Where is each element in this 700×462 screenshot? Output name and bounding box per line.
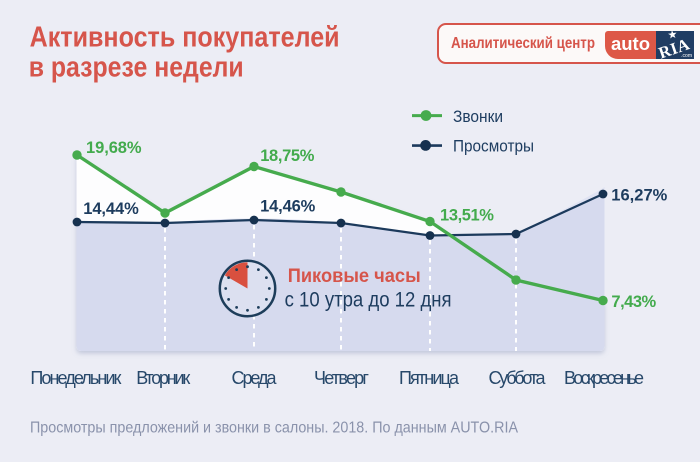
svg-text:Активность покупателей: Активность покупателей xyxy=(30,22,340,54)
svg-text:7,43%: 7,43% xyxy=(611,293,656,311)
svg-text:16,27%: 16,27% xyxy=(611,187,667,205)
svg-text:18,75%: 18,75% xyxy=(260,147,315,165)
svg-text:Понедельник: Понедельник xyxy=(30,368,121,388)
svg-text:Среда: Среда xyxy=(232,368,278,388)
svg-text:Воскресенье: Воскресенье xyxy=(564,368,644,388)
svg-text:.com: .com xyxy=(681,53,692,59)
svg-text:14,46%: 14,46% xyxy=(260,198,316,216)
svg-text:Вторник: Вторник xyxy=(136,368,190,388)
svg-text:Просмотры предложений и звонки: Просмотры предложений и звонки в салоны.… xyxy=(30,420,518,437)
svg-text:Звонки: Звонки xyxy=(453,107,503,126)
svg-text:Пятница: Пятница xyxy=(399,368,460,388)
svg-text:Суббота: Суббота xyxy=(489,368,547,388)
svg-text:14,44%: 14,44% xyxy=(83,200,139,218)
svg-text:Просмотры: Просмотры xyxy=(453,137,534,156)
svg-text:с 10 утра до 12 дня: с 10 утра до 12 дня xyxy=(285,289,452,312)
svg-text:Четверг: Четверг xyxy=(314,368,369,388)
svg-text:в разрезе недели: в разрезе недели xyxy=(29,52,244,84)
svg-text:19,68%: 19,68% xyxy=(86,139,142,157)
svg-text:13,51%: 13,51% xyxy=(440,207,494,225)
svg-text:Пиковые часы: Пиковые часы xyxy=(288,266,421,287)
